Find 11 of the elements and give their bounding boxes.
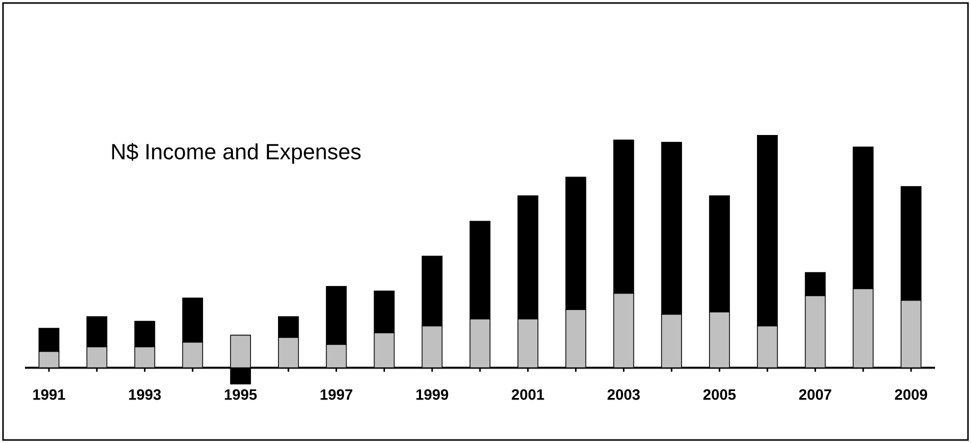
chart-title: N$ Income and Expenses <box>112 142 361 164</box>
x-tick-label: 1997 <box>320 389 352 400</box>
x-tick-label: 2007 <box>799 389 832 400</box>
x-tick-label: 1991 <box>33 389 66 400</box>
x-tick-label: 2001 <box>512 389 544 400</box>
x-tick-label: 1995 <box>224 389 257 400</box>
x-tick-label: 1993 <box>129 389 161 400</box>
x-tick-label: 2009 <box>894 389 928 400</box>
x-tick-label: 1999 <box>416 389 448 400</box>
x-tick-label: 2003 <box>608 389 640 400</box>
x-tick-label: 2005 <box>703 389 736 400</box>
